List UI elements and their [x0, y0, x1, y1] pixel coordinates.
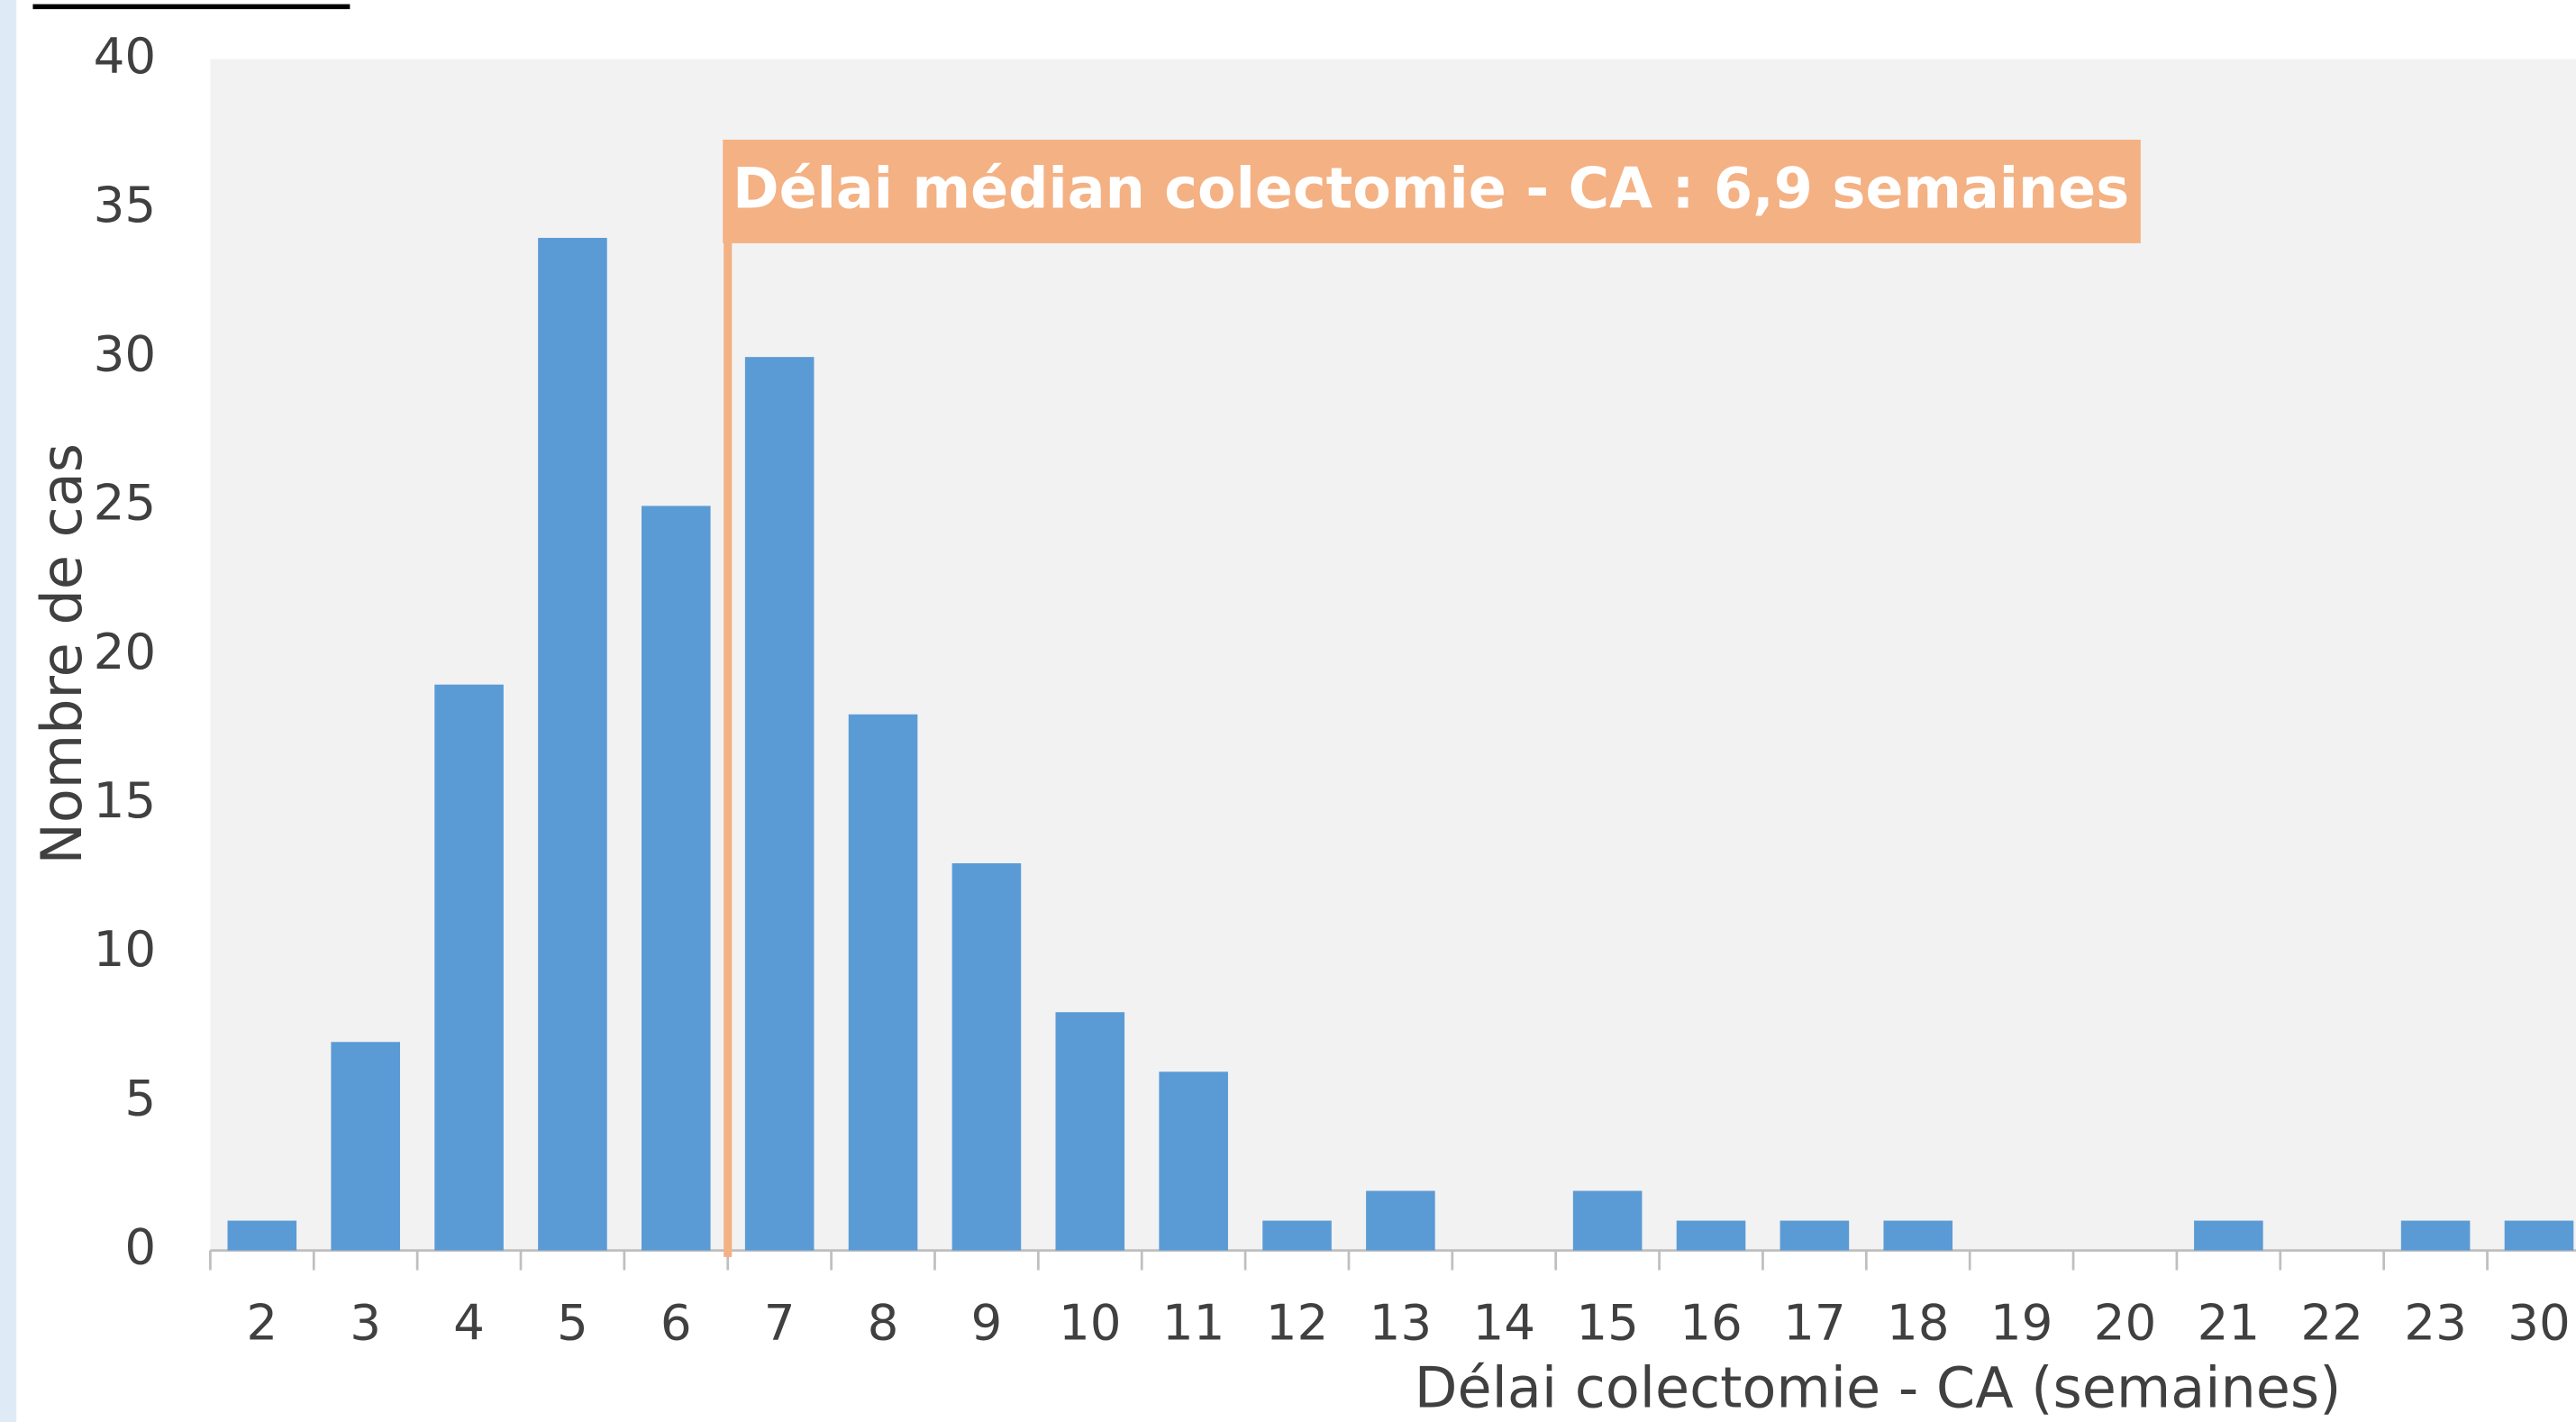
annotation-box — [723, 140, 2141, 243]
side-strip — [0, 0, 17, 1422]
bar — [538, 237, 607, 1251]
x-tick-label: 8 — [868, 1294, 899, 1352]
y-tick-label: 20 — [94, 623, 157, 680]
annotation-text: Délai médian colectomie - CA : 6,9 semai… — [733, 155, 2129, 221]
y-tick-label: 10 — [94, 920, 157, 978]
bar — [331, 1042, 400, 1251]
bar — [1676, 1220, 1746, 1251]
x-tick-label: 16 — [1679, 1294, 1743, 1352]
x-tick-label: 18 — [1887, 1294, 1950, 1352]
bar — [848, 714, 918, 1251]
x-tick-label: 22 — [2300, 1294, 2363, 1352]
x-tick-label: 7 — [764, 1294, 796, 1352]
x-tick-label: 30 — [2508, 1294, 2571, 1352]
bar — [1055, 1012, 1125, 1251]
x-tick-label: 14 — [1472, 1294, 1535, 1352]
x-tick-label: 21 — [2198, 1294, 2261, 1352]
x-tick-label: 4 — [453, 1294, 485, 1352]
y-axis-label: Nombre de cas — [29, 443, 95, 865]
y-tick-label: 0 — [124, 1218, 156, 1276]
y-tick-label: 35 — [94, 176, 157, 233]
y-tick-label: 25 — [94, 474, 157, 532]
bar — [1366, 1190, 1435, 1251]
y-tick-label: 5 — [124, 1069, 156, 1126]
bar — [951, 862, 1022, 1251]
x-axis-label: Délai colectomie - CA (semaines) — [1415, 1354, 2342, 1420]
bar — [1262, 1220, 1332, 1251]
x-tick-label: 15 — [1576, 1294, 1639, 1352]
bar — [227, 1220, 297, 1251]
bar — [1572, 1190, 1643, 1251]
bar — [2400, 1220, 2471, 1251]
y-tick-label: 40 — [94, 27, 157, 85]
bar — [434, 684, 504, 1251]
x-tick-label: 19 — [1990, 1294, 2053, 1352]
x-tick-label: 5 — [557, 1294, 588, 1352]
bar — [744, 357, 815, 1251]
bar — [1883, 1220, 1953, 1251]
x-tick-label: 17 — [1783, 1294, 1846, 1352]
x-tick-label: 20 — [2094, 1294, 2157, 1352]
x-tick-label: 6 — [660, 1294, 692, 1352]
x-tick-label: 3 — [350, 1294, 381, 1352]
x-tick-label: 10 — [1059, 1294, 1122, 1352]
bar — [1780, 1220, 1850, 1251]
x-tick-label: 23 — [2404, 1294, 2467, 1352]
x-tick-label: 12 — [1266, 1294, 1329, 1352]
bar — [2194, 1220, 2263, 1251]
x-tick-label: 11 — [1162, 1294, 1225, 1352]
bar — [642, 506, 711, 1251]
x-tick-label: 13 — [1370, 1294, 1433, 1352]
x-tick-label: 2 — [246, 1294, 278, 1352]
bar — [1159, 1071, 1228, 1251]
bar — [2504, 1220, 2574, 1251]
y-tick-label: 30 — [94, 324, 157, 382]
y-tick-label: 15 — [94, 771, 157, 829]
x-tick-label: 9 — [971, 1294, 1003, 1352]
